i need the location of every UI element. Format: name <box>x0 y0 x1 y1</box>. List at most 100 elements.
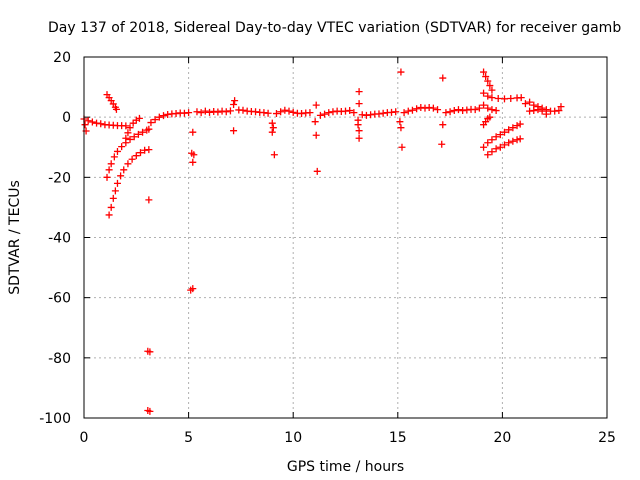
data-point <box>480 101 488 109</box>
data-point <box>530 107 538 115</box>
data-point <box>269 124 277 132</box>
data-point <box>484 92 492 100</box>
data-point <box>496 131 504 139</box>
data-point <box>480 89 488 97</box>
data-point <box>500 141 508 149</box>
data-point <box>145 146 153 154</box>
data-point <box>214 108 222 116</box>
data-point <box>113 179 121 187</box>
data-point <box>355 100 363 108</box>
data-point <box>107 160 115 168</box>
data-point <box>264 109 272 117</box>
data-point <box>488 106 496 114</box>
data-point <box>190 151 198 159</box>
data-point <box>126 124 134 132</box>
data-point <box>434 106 442 114</box>
data-point <box>277 108 285 116</box>
x-axis-label: GPS time / hours <box>287 459 404 475</box>
data-points <box>80 68 565 415</box>
data-point <box>484 139 492 147</box>
data-point <box>145 196 153 204</box>
x-tick-label: 5 <box>184 430 193 446</box>
y-axis-label: SDTVAR / TECUs <box>7 180 23 295</box>
data-point <box>480 143 488 151</box>
data-point <box>230 101 238 109</box>
data-point <box>454 106 462 114</box>
data-point <box>505 126 513 134</box>
data-point <box>350 109 358 117</box>
data-point <box>312 131 320 139</box>
data-point <box>201 107 209 115</box>
x-tick-label: 10 <box>284 430 302 446</box>
data-point <box>311 118 319 126</box>
data-point <box>392 108 400 116</box>
data-point <box>107 203 115 211</box>
tick-labels: 0 5 10 15 20 25 -100 -80 -60 -40 -20 0 20 <box>39 50 616 446</box>
data-point <box>442 109 450 117</box>
x-tick-label: 20 <box>493 430 511 446</box>
data-point <box>488 86 496 94</box>
x-tick-label: 0 <box>80 430 89 446</box>
data-point <box>189 285 197 293</box>
data-point <box>146 348 154 356</box>
data-point <box>185 109 193 117</box>
y-tick-label: 20 <box>53 50 71 66</box>
data-point <box>268 119 276 127</box>
data-point <box>484 151 492 159</box>
data-point <box>509 124 517 132</box>
y-tick-label: -80 <box>48 351 71 367</box>
data-point <box>354 116 362 124</box>
data-point <box>136 149 144 157</box>
data-point <box>492 133 500 141</box>
data-point <box>404 107 412 115</box>
data-point <box>122 134 130 142</box>
data-point <box>486 113 494 121</box>
y-tick-label: 0 <box>62 110 71 126</box>
data-point <box>159 112 167 120</box>
data-point <box>413 105 421 113</box>
data-point <box>484 104 492 112</box>
data-point <box>450 107 458 115</box>
data-point <box>438 140 446 148</box>
data-point <box>132 152 140 160</box>
data-point <box>120 166 128 174</box>
data-point <box>486 82 494 90</box>
data-point <box>355 134 363 142</box>
data-point <box>105 166 113 174</box>
data-point <box>538 107 546 115</box>
data-point <box>155 113 163 121</box>
data-point <box>488 148 496 156</box>
data-point <box>355 127 363 135</box>
data-point <box>312 101 320 109</box>
data-point <box>306 109 314 117</box>
chart-title: Day 137 of 2018, Sidereal Day-to-day VTE… <box>48 20 621 36</box>
data-point <box>118 143 126 151</box>
data-point <box>400 109 408 117</box>
data-point <box>112 105 120 113</box>
data-point <box>289 108 297 116</box>
data-point <box>321 110 329 118</box>
data-point <box>231 97 239 105</box>
data-point <box>230 127 238 135</box>
data-point <box>482 73 490 81</box>
data-point <box>145 125 153 133</box>
data-point <box>439 121 447 129</box>
y-tick-label: -100 <box>39 411 71 427</box>
data-point <box>346 107 354 115</box>
data-point <box>110 153 118 161</box>
data-point <box>397 68 405 76</box>
data-point <box>128 155 136 163</box>
data-point <box>270 151 278 159</box>
data-point <box>272 110 280 118</box>
data-point <box>408 106 416 114</box>
data-point <box>126 135 134 143</box>
data-point <box>488 136 496 144</box>
data-point <box>471 106 479 114</box>
data-point <box>105 211 113 219</box>
data-point <box>130 133 138 141</box>
data-point <box>496 143 504 151</box>
data-point <box>268 128 276 136</box>
data-point <box>81 121 89 129</box>
data-point <box>111 187 119 195</box>
